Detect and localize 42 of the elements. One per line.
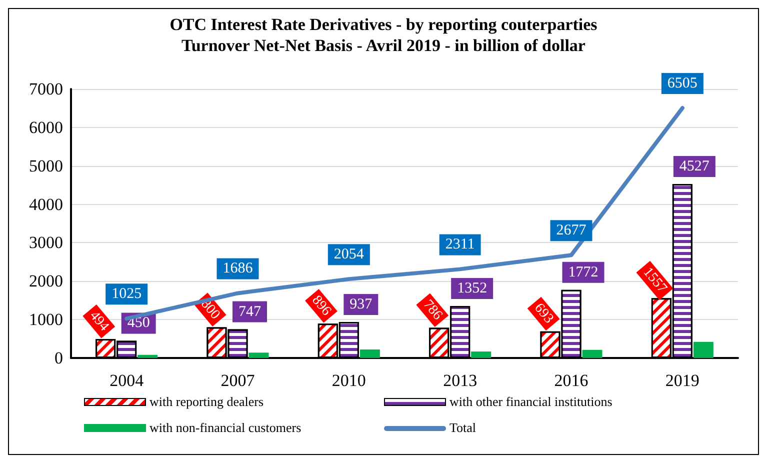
data-label: 6505 <box>667 76 698 92</box>
x-tick-label: 2007 <box>220 371 256 390</box>
legend-label: with reporting dealers <box>150 394 264 410</box>
bar <box>582 350 602 358</box>
data-label: 786 <box>420 297 445 324</box>
bar <box>138 354 158 358</box>
legend-label: with other financial institutions <box>450 394 612 410</box>
x-tick-label: 2010 <box>332 371 366 390</box>
y-tick-label: 5000 <box>29 156 63 176</box>
x-tick-label: 2004 <box>110 371 144 390</box>
data-label: 1352 <box>457 280 488 297</box>
x-tick-label: 2016 <box>554 371 588 390</box>
bar <box>248 352 269 358</box>
data-label: 896 <box>308 293 334 319</box>
data-label: 1025 <box>112 286 142 302</box>
data-label: 1772 <box>568 264 598 280</box>
chart-title: OTC Interest Rate Derivatives - by reporting couterparties <box>170 15 598 34</box>
data-label: 2311 <box>445 236 475 253</box>
legend-label: with non-financial customers <box>150 420 302 436</box>
data-label: 2054 <box>334 246 364 263</box>
legend-label: Total <box>450 420 476 436</box>
data-label: 1686 <box>222 260 254 277</box>
y-tick-label: 1000 <box>29 310 63 330</box>
bar <box>693 342 714 358</box>
y-tick-label: 0 <box>54 348 63 368</box>
data-label: 494 <box>86 308 112 334</box>
x-tick-label: 2013 <box>443 371 478 390</box>
data-label: 1557 <box>640 264 670 296</box>
data-label: 2677 <box>556 222 587 239</box>
chart-subtitle: Turnover Net-Net Basis - Avril 2019 - in billion of dollar <box>182 36 586 55</box>
y-tick-label: 2000 <box>29 272 63 291</box>
data-label: 937 <box>350 296 373 312</box>
data-label: 4527 <box>679 158 710 175</box>
data-label: 747 <box>238 304 262 320</box>
bar <box>471 351 492 358</box>
bar <box>360 350 380 358</box>
y-tick-label: 3000 <box>29 233 63 252</box>
x-tick-label: 2019 <box>665 371 700 390</box>
y-tick-label: 6000 <box>29 118 63 137</box>
y-tick-label: 7000 <box>29 80 63 98</box>
y-tick-label: 4000 <box>29 194 63 214</box>
data-label: 693 <box>531 300 556 327</box>
